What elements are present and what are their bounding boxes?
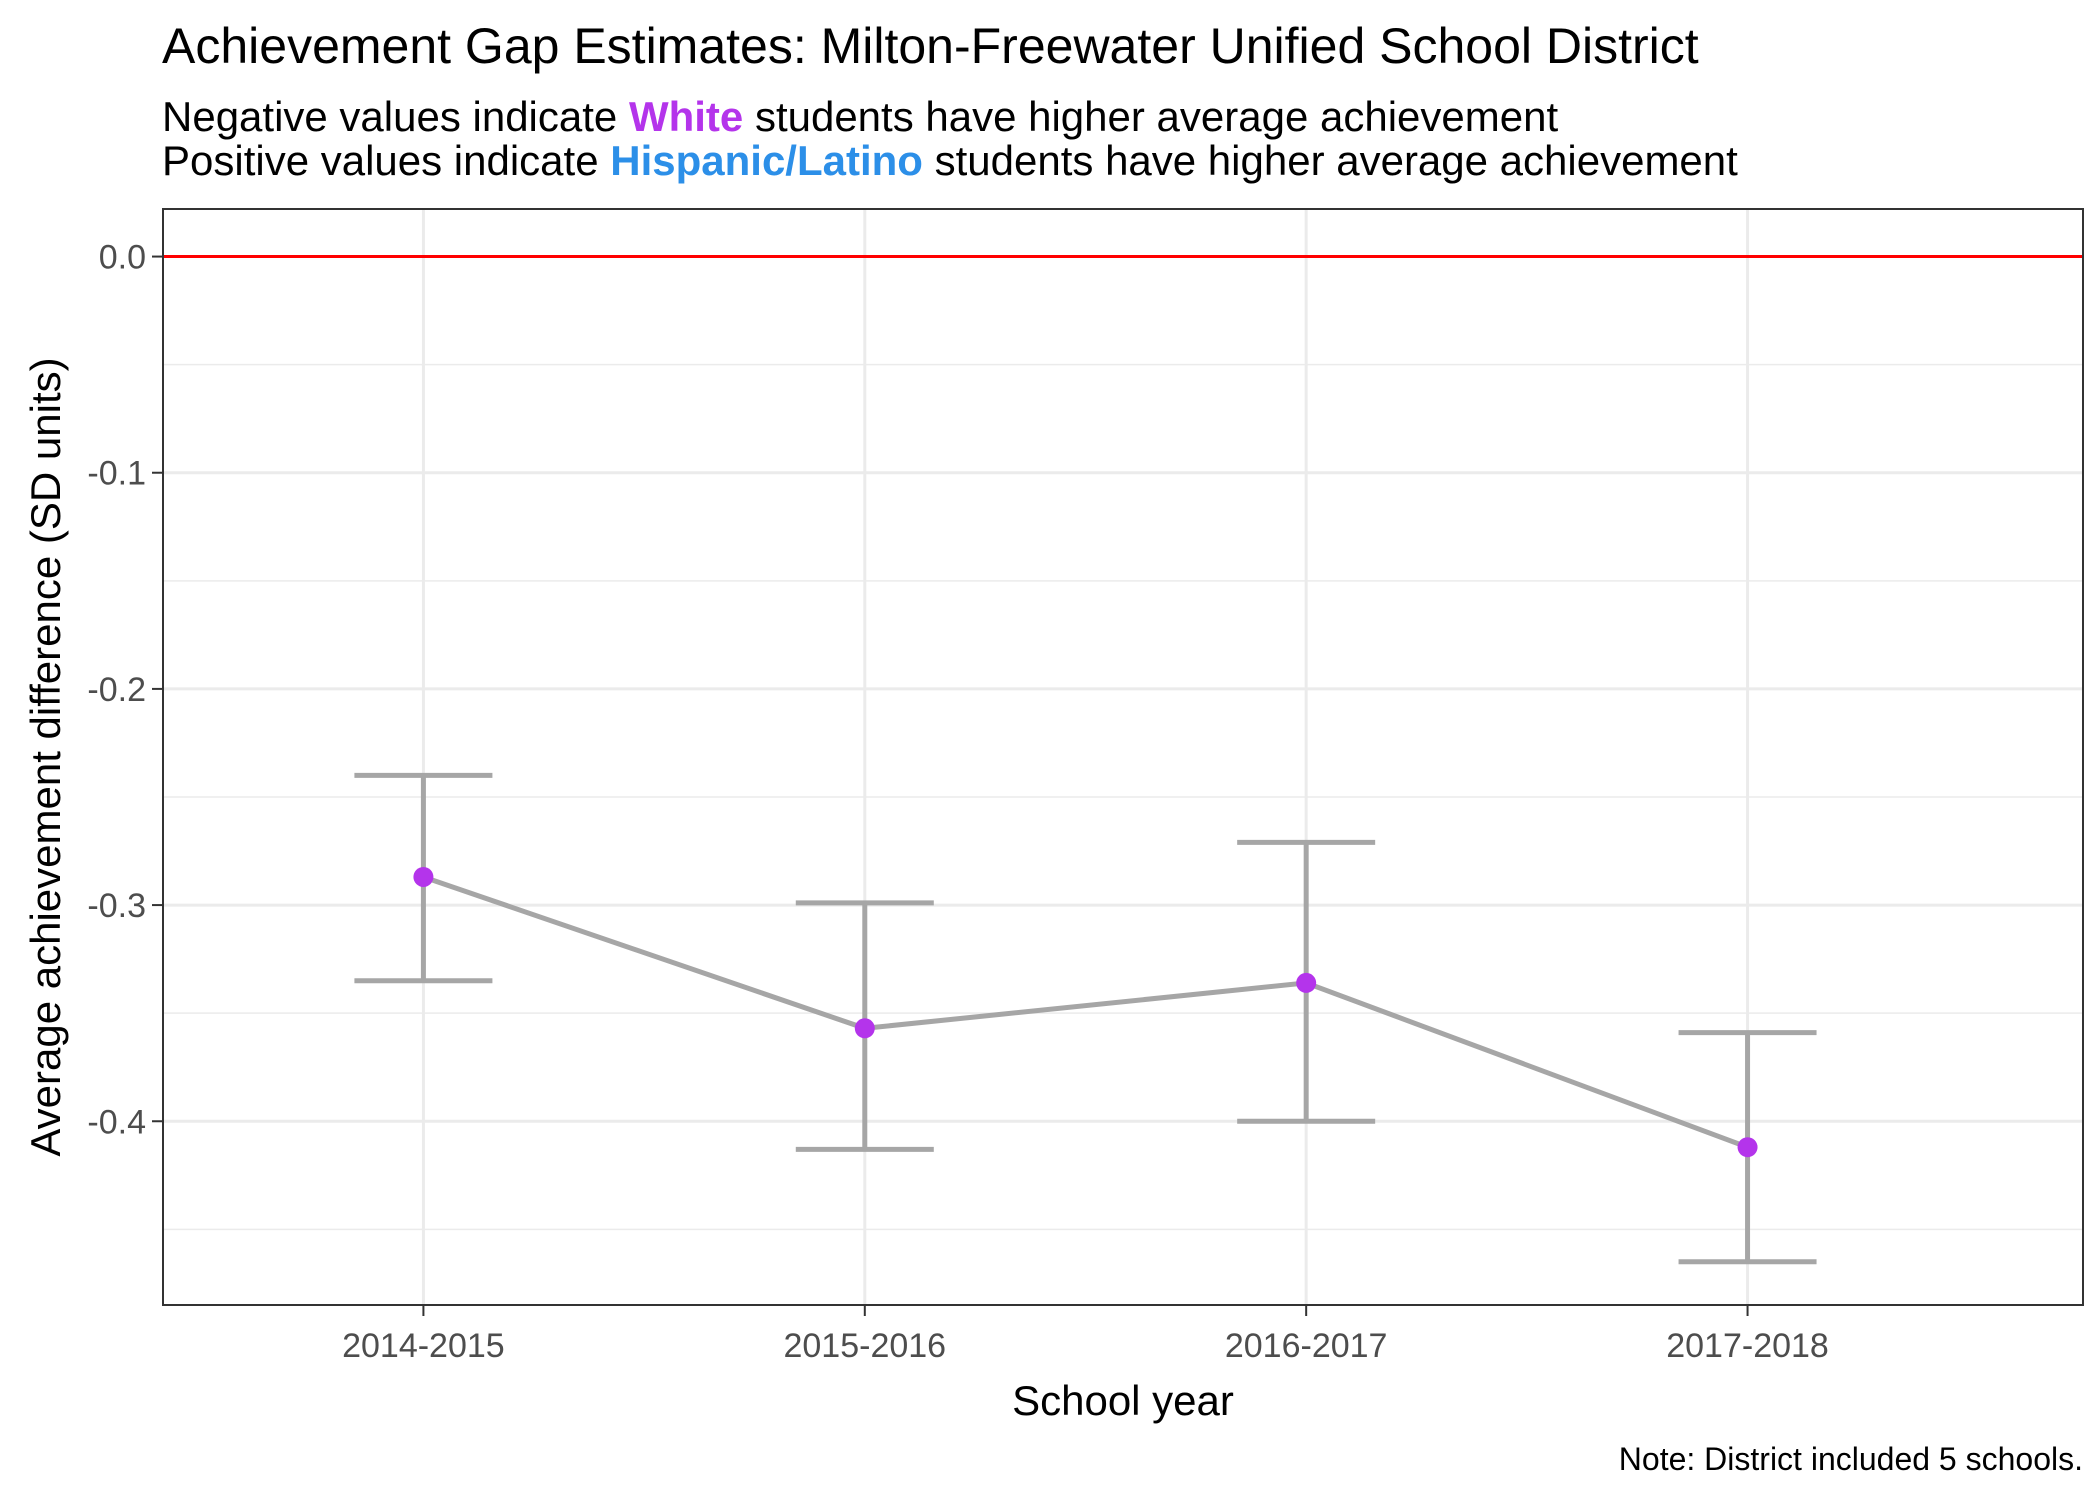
y-tick-label: -0.2: [87, 671, 146, 709]
data-point: [854, 1018, 875, 1039]
y-axis-title: Average achievement difference (SD units…: [22, 357, 69, 1156]
series-line-layer: [422, 874, 1749, 1150]
data-points: [413, 866, 1758, 1158]
subtitle-negative-after: students have higher average achievement: [754, 93, 1559, 140]
y-tick-label: 0.0: [99, 239, 146, 277]
error-bars: [354, 772, 1817, 1265]
y-tick-labels: 0.0 -0.1 -0.2 -0.3 -0.4: [87, 239, 163, 1141]
y-tick-label: -0.1: [87, 455, 146, 493]
subtitle-positive-before: Positive values indicate: [162, 137, 599, 184]
y-tick-label: -0.3: [87, 887, 146, 925]
x-tick-labels: 2014-2015 2015-2016 2016-2017 2017-2018: [342, 1305, 1829, 1365]
data-point: [413, 866, 434, 887]
subtitle-negative-before: Negative values indicate: [162, 93, 618, 140]
subtitle-negative: Negative values indicate White students …: [162, 94, 1558, 140]
y-tick-label: -0.4: [87, 1103, 146, 1141]
chart-note: Note: District included 5 schools.: [1618, 1441, 2083, 1477]
x-axis-title: School year: [1012, 1377, 1234, 1424]
series-line: [422, 874, 1749, 1150]
data-point: [1737, 1137, 1758, 1158]
chart-title: Achievement Gap Estimates: Milton-Freewa…: [162, 18, 1699, 74]
x-tick-label: 2017-2018: [1666, 1327, 1829, 1365]
grid-lines: [163, 209, 2083, 1305]
subtitle-positive: Positive values indicate Hispanic/Latino…: [162, 138, 1738, 184]
x-tick-label: 2014-2015: [342, 1327, 505, 1365]
x-tick-label: 2016-2017: [1225, 1327, 1388, 1365]
subtitle-group-white: White: [628, 93, 744, 140]
panel-border: [162, 208, 2084, 1306]
x-tick-label: 2015-2016: [783, 1327, 946, 1365]
subtitle-positive-after: students have higher average achievement: [934, 137, 1738, 184]
data-point: [1296, 972, 1317, 993]
subtitle-group-hispanic: Hispanic/Latino: [610, 137, 923, 184]
